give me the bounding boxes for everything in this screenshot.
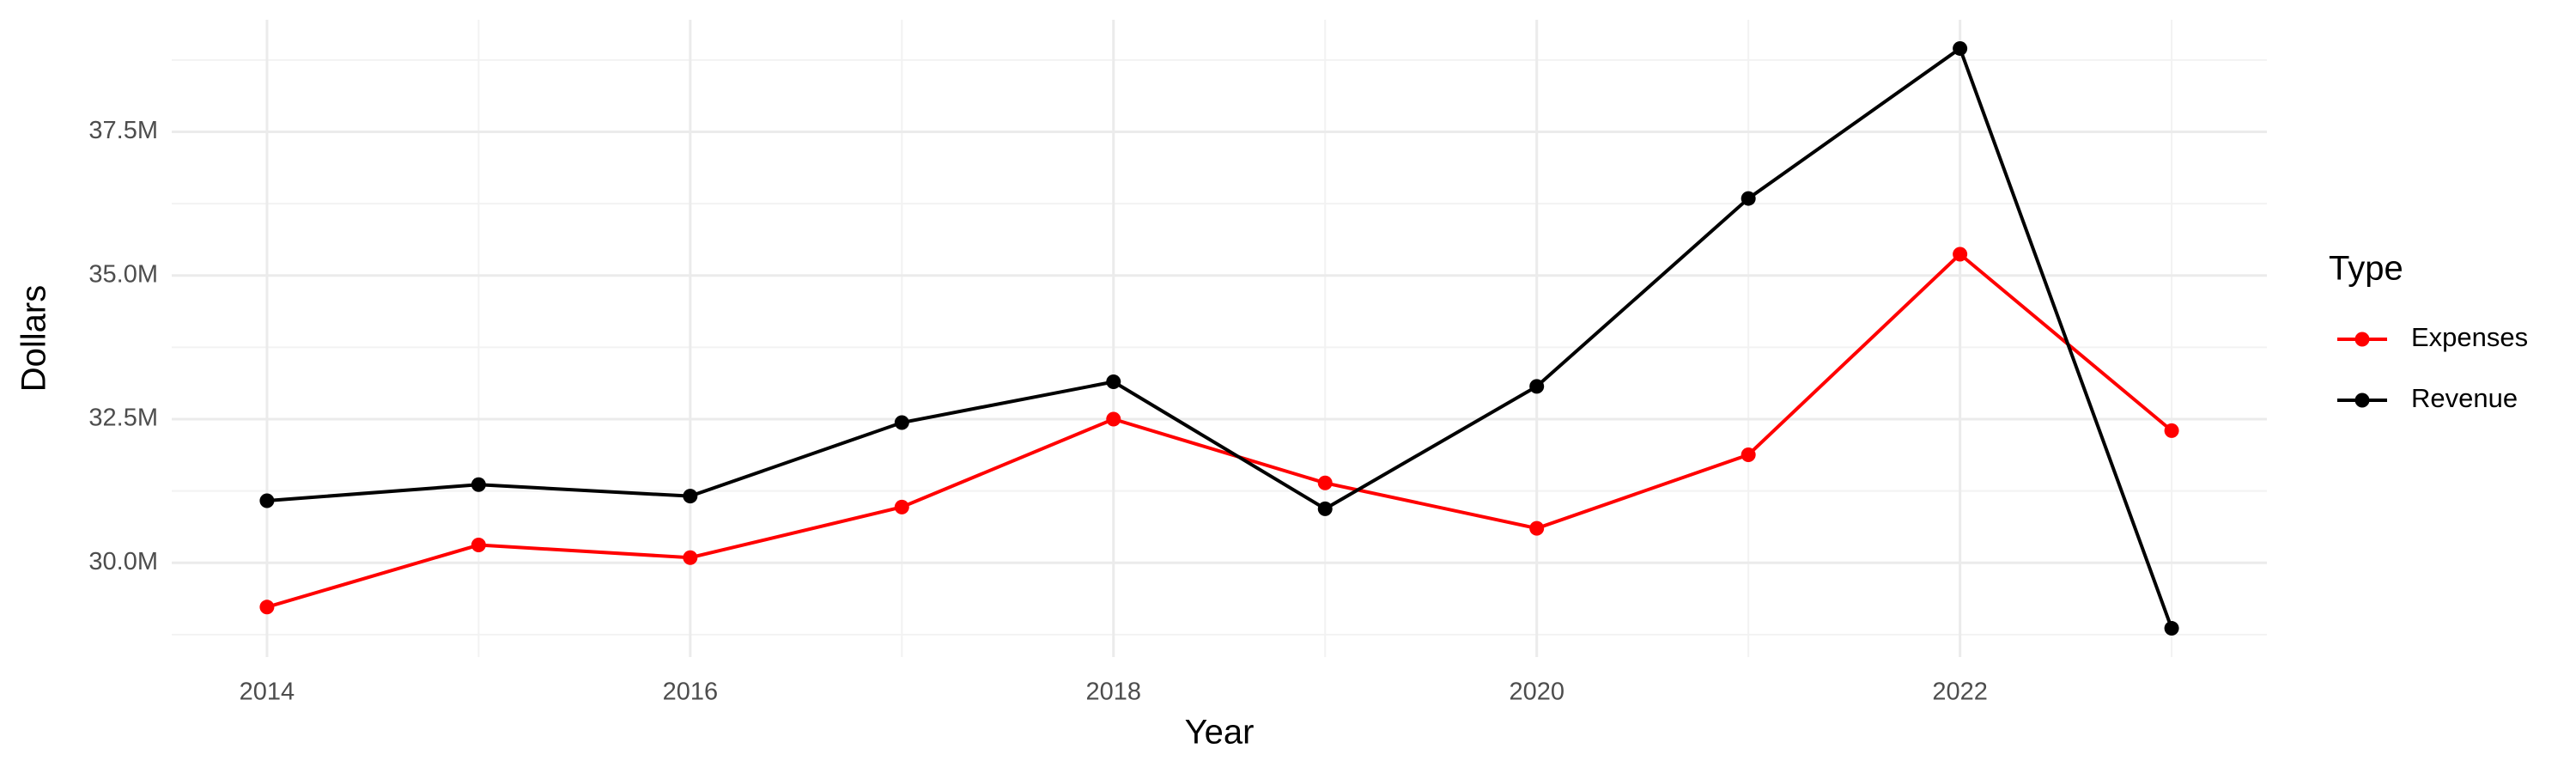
legend-label: Revenue [2411,383,2518,413]
point [1106,411,1121,427]
point [471,538,486,553]
point [471,477,486,492]
x-tick-label: 2014 [240,679,295,706]
line [266,252,2173,609]
x-tick-label: 2020 [1509,679,1564,706]
point [1953,40,1968,56]
y-tick-label: 35.0M [88,260,158,288]
point [1529,379,1545,394]
y-axis-title: Dollars [15,285,53,392]
point [1741,191,1756,206]
point [1317,475,1333,490]
point [894,415,909,430]
point [1953,247,1968,262]
legend-title: Type [2329,250,2403,288]
point [2164,621,2179,636]
x-tick-label: 2022 [1932,679,1988,706]
point [683,550,698,565]
point [1741,447,1756,462]
x-axis-title: Year [1185,714,1255,752]
y-tick-label: 30.0M [88,548,158,575]
legend-marker [2354,393,2370,408]
line [266,46,2173,630]
y-tick-label: 37.5M [88,117,158,144]
point [1529,520,1545,536]
point [1106,374,1121,390]
x-tick-label: 2018 [1086,679,1142,706]
point [894,499,909,514]
x-tick-label: 2016 [663,679,719,706]
point [259,600,275,615]
y-tick-label: 32.5M [88,405,158,432]
legend-label: Expenses [2411,322,2528,352]
point [1317,501,1333,516]
point [259,493,275,508]
point [2164,423,2179,438]
point [683,489,698,504]
legend-marker [2354,332,2370,347]
